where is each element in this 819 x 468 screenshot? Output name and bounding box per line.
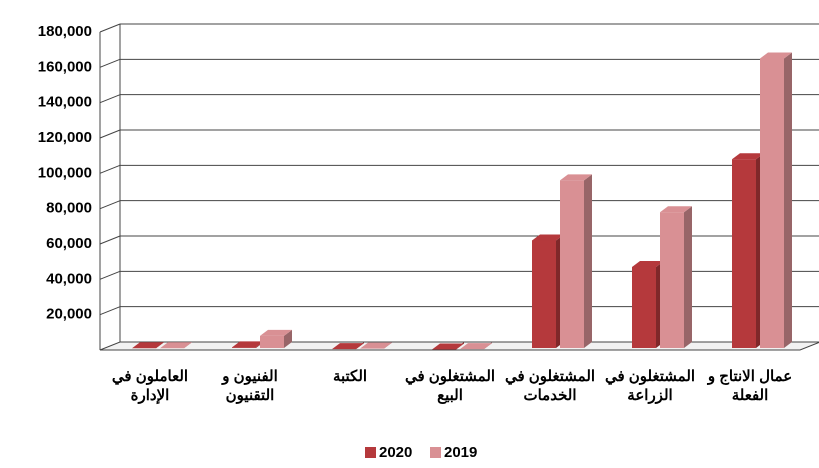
x-tick-label: عمال الانتاج و الفعلة: [707, 368, 793, 404]
legend-label: 2020: [379, 444, 412, 461]
y-tick-label: 140,000: [38, 94, 92, 111]
bar-side: [684, 206, 692, 348]
x-tick-label: الكتبة: [332, 368, 368, 385]
bar-top: [760, 52, 792, 59]
bar-top: [532, 234, 564, 241]
bar-top: [432, 343, 464, 350]
bar-top: [160, 342, 192, 349]
bar: [232, 347, 256, 348]
y-tick-label: 60,000: [46, 235, 92, 252]
bar: [632, 266, 656, 348]
bar-top: [560, 174, 592, 181]
grid-line: [99, 235, 121, 245]
bar-top: [360, 342, 392, 349]
grid-line: [99, 200, 121, 210]
grid-line: [99, 306, 121, 316]
y-tick-label: 80,000: [46, 200, 92, 217]
bar-top: [732, 153, 764, 160]
grid-line: [99, 94, 121, 104]
bar: [532, 240, 556, 348]
bar-top: [660, 206, 692, 213]
bar-side: [784, 52, 792, 348]
grid-line: [99, 129, 121, 139]
grid-line: [99, 58, 121, 68]
x-tick-label: العاملون في الإدارة: [111, 368, 189, 404]
y-tick-label: 100,000: [38, 164, 92, 181]
x-tick-label: الفنيون و التقنيون: [222, 368, 278, 404]
bar: [732, 159, 756, 348]
bar: [760, 58, 784, 348]
legend-label: 2019: [444, 444, 477, 461]
y-tick-label: 20,000: [46, 306, 92, 323]
grid-line: [99, 23, 121, 33]
bar-side: [584, 174, 592, 348]
x-tick-label: المشتغلون في الخدمات: [504, 368, 596, 404]
bar-side: [284, 329, 292, 348]
bar-top: [632, 260, 664, 267]
legend-swatch: [430, 447, 441, 458]
y-tick-label: 180,000: [38, 23, 92, 40]
x-tick-label: المشتغلون في الزراعة: [604, 368, 696, 404]
y-tick-label: 40,000: [46, 270, 92, 287]
legend-swatch: [365, 447, 376, 458]
bar-top: [232, 341, 264, 348]
bar-top: [460, 343, 492, 350]
bar-top: [260, 329, 292, 336]
bar-top: [132, 342, 164, 349]
grid-line: [99, 270, 121, 280]
y-tick-label: 120,000: [38, 129, 92, 146]
bar: [560, 180, 584, 348]
grid-line: [99, 164, 121, 174]
bar: [660, 212, 684, 348]
x-tick-label: المشتغلون في البيع: [404, 368, 496, 404]
bar-top: [332, 343, 364, 350]
bar: [260, 335, 284, 348]
y-tick-label: 160,000: [38, 58, 92, 75]
